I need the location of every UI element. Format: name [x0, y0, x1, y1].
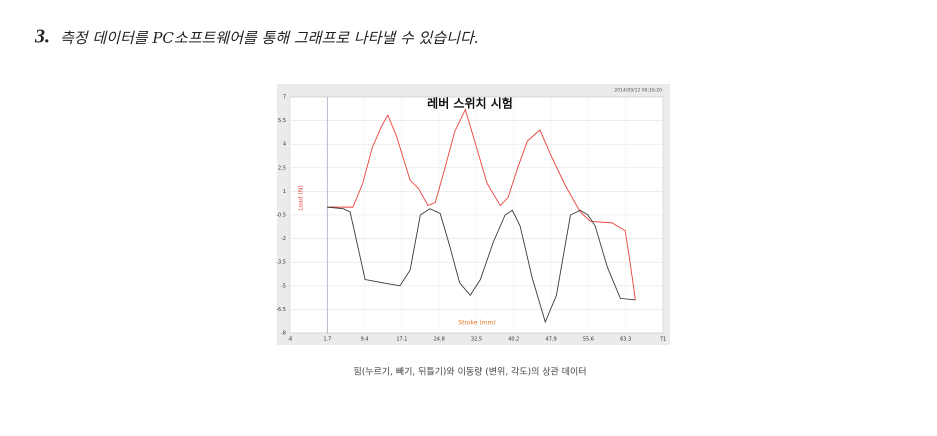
chart: 7 5.5 4 2.5 1 -0.5 -2 -3.5 -5 -6.5 -8-6 1.7 9.4 17.1 2…: [276, 95, 666, 343]
y-tick-label: -2: [281, 236, 286, 242]
y-tick-label: -8: [281, 331, 286, 337]
y-tick-label: 4: [283, 142, 286, 148]
x-tick-label: 24.8: [434, 337, 445, 343]
y-tick-label: -0.5: [276, 213, 286, 219]
x-tick-label: 17.1: [396, 337, 407, 343]
caption: 힘(누르기, 빼기, 뒤틀기)와 이동량 (변위, 각도)의 상관 데이터: [353, 366, 586, 378]
y-axis-label: Load (N): [298, 185, 305, 210]
data-line: [327, 206, 636, 324]
chart-title: 레버 스위치 시험: [427, 96, 513, 111]
x-tick-label: 40.2: [508, 337, 519, 343]
x-tick-label: 1.7: [323, 337, 331, 343]
y-tick-label: 7: [283, 95, 286, 101]
timestamp: 2014/09/12 00:16:20: [614, 88, 662, 94]
x-tick-label: 32.5: [471, 337, 482, 343]
x-tick-label: -6: [288, 337, 293, 343]
x-tick-label: 9.4: [361, 337, 369, 343]
y-tick-label: -6.5: [276, 307, 286, 313]
section-title: 측정 데이터를 PC소프트웨어를 통해 그래프로 나타낼 수 있습니다.: [60, 29, 479, 47]
y-tick-label: 2.5: [278, 165, 286, 171]
y-tick-label: -3.5: [276, 260, 286, 266]
y-tick-label: -5: [281, 283, 286, 289]
x-axis-label: Stroke (mm): [458, 320, 495, 327]
x-tick-label: 47.9: [546, 337, 557, 343]
section-number: 3.: [34, 26, 50, 48]
x-tick-label: 55.6: [583, 337, 594, 343]
y-tick-label: 1: [283, 189, 286, 195]
x-tick-label: 71: [660, 337, 666, 343]
data-line: [327, 108, 636, 301]
y-tick-label: 5.5: [278, 118, 286, 124]
x-tick-label: 63.3: [620, 337, 631, 343]
